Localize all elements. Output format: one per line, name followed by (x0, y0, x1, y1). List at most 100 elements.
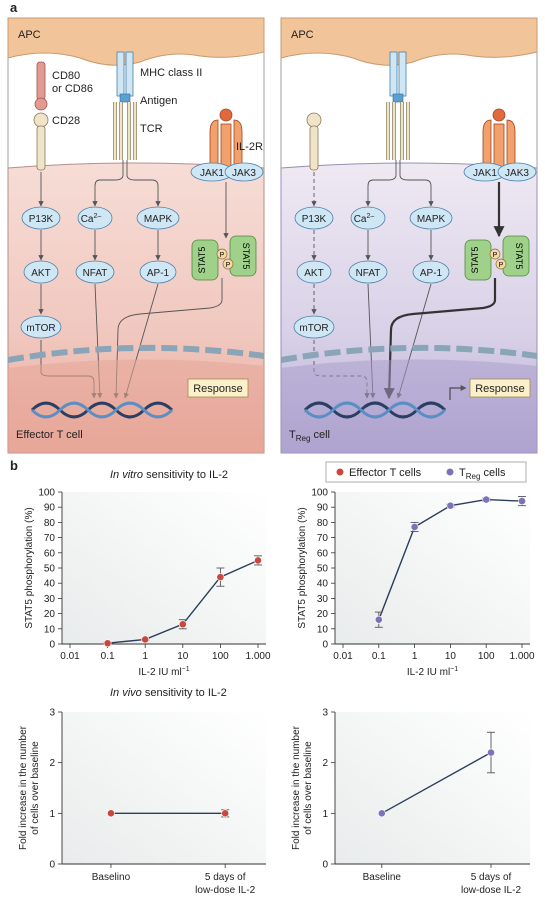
mapk-label-right: MAPK (417, 214, 446, 225)
y-tick-label: 10 (44, 624, 56, 635)
nuclear-membrane-right (280, 344, 538, 363)
il2r-receptor-right (482, 108, 516, 169)
y-tick-label: 40 (317, 579, 329, 590)
y-tick-label: 10 (317, 624, 329, 635)
calcium-node-right (350, 206, 386, 230)
legend: Effector T cells TReg cells (325, 461, 527, 483)
mapk-label: MAPK (144, 214, 173, 225)
stat5-label-b: STAT5 (241, 243, 251, 270)
plot-area (62, 712, 266, 864)
mtor-node-right (293, 315, 335, 339)
mhc-label: MHC class II (140, 67, 202, 79)
data-point (216, 573, 225, 582)
apc-label: APC (18, 29, 41, 41)
mtor-node (20, 315, 62, 339)
chart-in-vivo-treg: 0 1 2 3 Baseline 5 days of low-dose IL-2 Fold i… (291, 708, 530, 896)
x-tick-label: 1 (412, 651, 418, 662)
ap1-node-right (412, 260, 450, 284)
y-tick-label: 0 (49, 640, 55, 651)
y-tick-label: 60 (317, 548, 329, 559)
cd80-molecule (36, 61, 46, 101)
akt-node-right (296, 260, 332, 284)
x-tick-label: 0.1 (101, 651, 115, 662)
nfat-node (75, 260, 115, 284)
data-point (103, 639, 112, 648)
treg-cell-label-suffix: cell (310, 429, 330, 441)
x-tick-label: 1 (142, 651, 148, 662)
data-point (377, 809, 386, 818)
in-vivo-title-italic: In vivo (110, 687, 142, 699)
y-tick-label: 0 (49, 860, 55, 871)
y-tick-label: 100 (38, 488, 55, 499)
jak1-label-right: JAK1 (473, 168, 497, 179)
x-tick-label: 0.01 (60, 651, 80, 662)
y-tick-label: 2 (322, 758, 328, 769)
stat5-label-d: STAT5 (514, 243, 524, 270)
nfat-node-right (348, 260, 388, 284)
treg-cell-label-t: T (289, 429, 296, 441)
y-tick-label: 1 (322, 809, 328, 820)
dna-helix (30, 401, 174, 419)
akt-node (23, 260, 59, 284)
y-tick-label: 90 (44, 503, 56, 514)
response-box-right (469, 378, 531, 398)
x-category-label: 5 days of (205, 872, 246, 883)
stat5-label-a: STAT5 (197, 247, 207, 274)
x-category-label: 5 days of (471, 872, 512, 883)
tcr-label: TCR (140, 123, 163, 135)
in-vivo-title-rest: sensitivity to IL-2 (142, 687, 227, 699)
apc-membrane-right (280, 17, 538, 66)
phospho-label-d: P (499, 262, 504, 269)
x-category-label: Baselino (92, 872, 131, 883)
mtor-label-right: mTOR (299, 323, 328, 334)
jak3-node-right (497, 162, 537, 182)
y-tick-label: 3 (49, 708, 55, 719)
tcr-molecule (114, 102, 136, 160)
x-category-label: Baseline (363, 872, 402, 883)
calcium-label-right: Ca (354, 214, 367, 225)
y-tick-label: 80 (44, 518, 56, 529)
x-tick-label: 0.1 (372, 651, 386, 662)
pi3k-label-right: P13K (302, 214, 327, 225)
y-tick-label: 50 (317, 564, 329, 575)
pi3k-node (21, 206, 61, 230)
x-axis-label: IL-2 IU ml−1 (407, 666, 458, 678)
pi3k-label: P13K (29, 214, 54, 225)
cd80-label-2: or CD86 (52, 83, 93, 95)
tcr-molecule-right (387, 102, 409, 160)
y-tick-label: 0 (322, 860, 328, 871)
x-tick-label: 0.01 (333, 651, 353, 662)
y-tick-label: 3 (322, 708, 328, 719)
svg-text:In vitro sensitivity to IL-2: In vitro sensitivity to IL-2 (110, 469, 228, 481)
x-axis-label: IL-2 IU ml−1 (138, 666, 189, 678)
x-tick-label: 100 (478, 651, 495, 662)
svg-text:In vivo sensitivity to IL-2: In vivo sensitivity to IL-2 (110, 687, 227, 699)
calcium-label: Ca (81, 214, 94, 225)
jak3-node (224, 162, 264, 182)
mapk-node-right (409, 206, 453, 230)
dna-helix-right (303, 401, 447, 419)
svg-text:Ca2–: Ca2– (354, 213, 375, 225)
effector-cell-panel: APC CD80 or CD86 CD28 MHC class II Antig… (7, 17, 265, 454)
legend-treg-sub: Reg (466, 472, 481, 481)
jak3-label-right: JAK3 (505, 168, 529, 179)
x-category-label: low-dose IL-2 (195, 885, 255, 896)
legend-treg-t: T (459, 467, 466, 479)
legend-treg-marker (446, 468, 454, 476)
ap1-label: AP-1 (147, 268, 170, 279)
data-point (221, 809, 230, 818)
data-point (518, 497, 526, 506)
ap1-label-right: AP-1 (420, 268, 443, 279)
x-tick-label: 100 (212, 651, 229, 662)
y-tick-label: 30 (317, 594, 329, 605)
phospho-label-b: P (226, 262, 231, 269)
jak3-label: JAK3 (232, 168, 256, 179)
y-tick-label: 0 (322, 640, 328, 651)
in-vitro-title-rest: sensitivity to IL-2 (143, 469, 228, 481)
x-tick-label: 10 (177, 651, 189, 662)
chart-in-vitro-treg: 0 10 20 30 40 50 60 70 80 90 100 0.01 0.1 1 10 100 1.000… (297, 488, 535, 679)
y-tick-label: 90 (317, 503, 329, 514)
y-axis-label: Fold increase in the numberof cells over… (18, 725, 41, 850)
data-point (446, 501, 455, 510)
akt-label-right: AKT (304, 268, 323, 279)
